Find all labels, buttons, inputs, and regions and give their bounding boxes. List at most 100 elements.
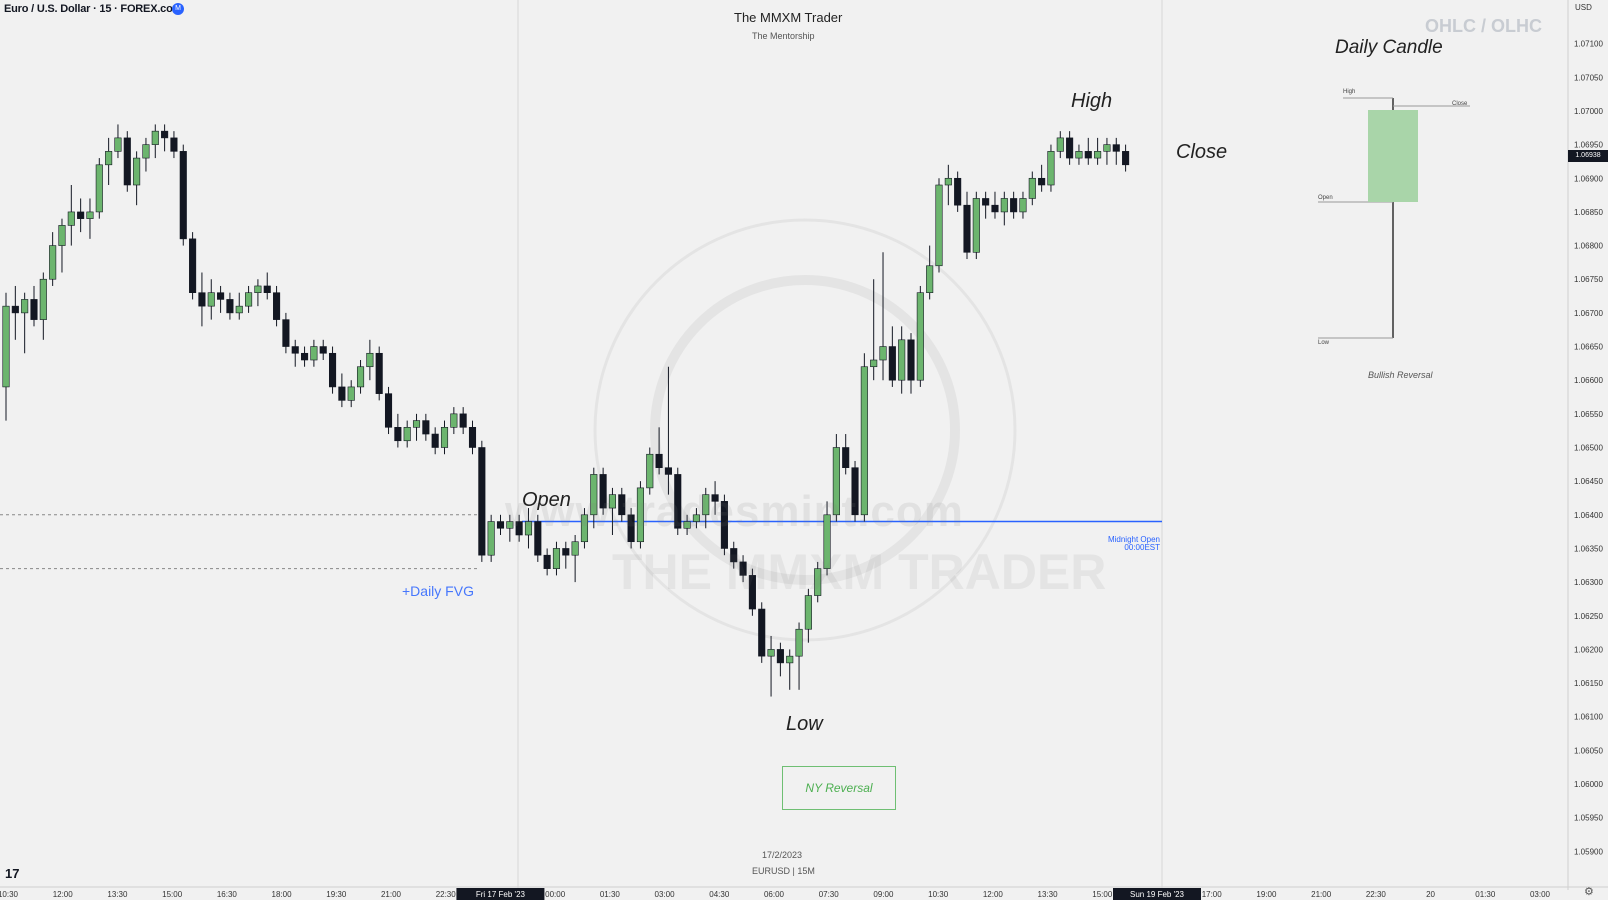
x-tick-label: 10:30 xyxy=(0,890,19,899)
candle-body xyxy=(245,292,253,307)
watermark-emblem xyxy=(593,218,1017,642)
candle-body xyxy=(1122,151,1130,166)
candle-body xyxy=(133,157,141,186)
candle-body xyxy=(189,238,197,293)
candle-body xyxy=(1038,177,1046,186)
candle-body xyxy=(823,514,831,569)
ohlc-olhc-title: OHLC / OLHC xyxy=(1425,16,1542,36)
x-tick-label: 20 xyxy=(1426,890,1435,899)
watermark-url: www.tradesmint.com xyxy=(505,487,964,536)
x-tick-label: 22:30 xyxy=(1366,890,1387,899)
candle-body xyxy=(1084,151,1092,159)
brand-title: The MMXM Trader xyxy=(734,10,843,25)
market-status-icon[interactable]: M xyxy=(172,3,184,15)
candle-body xyxy=(440,427,449,448)
candle-body xyxy=(702,494,710,516)
candle-body xyxy=(487,521,495,556)
candle-body xyxy=(338,386,346,401)
y-tick-label: 1.06500 xyxy=(1574,444,1603,453)
candle-body xyxy=(590,474,598,516)
ny-reversal-box: NY Reversal xyxy=(782,766,896,810)
x-tick-label: 18:00 xyxy=(272,890,293,899)
midnight-open-text: Midnight Open xyxy=(1107,535,1160,544)
candle-body xyxy=(720,501,728,549)
x-tick-label: 16:30 xyxy=(217,890,238,899)
candle-body xyxy=(170,137,178,152)
candle-body xyxy=(674,474,682,529)
candle-body xyxy=(888,346,896,381)
y-tick-label: 1.06250 xyxy=(1574,612,1603,621)
midnight-open-label: Midnight Open 00:00EST xyxy=(1100,536,1160,552)
y-tick-label: 1.06900 xyxy=(1574,174,1603,183)
candle-body xyxy=(21,299,29,314)
x-tick-label: Fri 17 Feb '23 xyxy=(476,890,526,899)
candle-body xyxy=(1010,198,1018,213)
candle-body xyxy=(179,151,187,240)
candle-body xyxy=(291,346,299,354)
candle-body xyxy=(898,339,906,381)
candle-body xyxy=(963,204,971,253)
y-tick-label: 1.06200 xyxy=(1574,645,1603,654)
candle-body xyxy=(86,211,94,219)
x-tick-label: 19:00 xyxy=(1256,890,1277,899)
candle-body xyxy=(954,177,962,206)
candle-body xyxy=(310,346,318,361)
y-tick-label: 1.07050 xyxy=(1574,73,1603,82)
currency-selector[interactable]: USD xyxy=(1575,3,1592,12)
candle-body xyxy=(254,285,262,293)
candle-body xyxy=(879,346,887,361)
y-tick-label: 1.06950 xyxy=(1574,141,1603,150)
candle-body xyxy=(403,427,411,442)
candle-body xyxy=(328,352,337,388)
tradingview-logo-icon[interactable]: 17 xyxy=(5,866,20,881)
candle-body xyxy=(478,447,486,556)
daily-candle-low-label: Low xyxy=(1318,340,1330,346)
midnight-open-time: 00:00EST xyxy=(1124,543,1160,552)
settings-gear-icon[interactable]: ⚙ xyxy=(1584,886,1594,898)
candle-body xyxy=(1047,151,1055,186)
candle-body xyxy=(39,278,47,320)
candle-body xyxy=(394,427,402,442)
candle-body xyxy=(263,285,271,293)
candle-body xyxy=(711,494,719,502)
candle-body xyxy=(301,352,309,361)
symbol-title[interactable]: Euro / U.S. Dollar · 15 · FOREX.com xyxy=(4,3,183,15)
x-tick-label: 22:30 xyxy=(436,890,457,899)
candle-body xyxy=(832,447,840,516)
candle-body xyxy=(412,420,421,428)
candle-body xyxy=(356,366,365,388)
candle-body xyxy=(552,548,561,569)
candle-body xyxy=(608,494,617,509)
candle-body xyxy=(562,548,570,556)
candle-body xyxy=(67,211,75,226)
candle-body xyxy=(1066,137,1074,159)
candle-body xyxy=(273,292,281,320)
candle-body xyxy=(515,521,523,536)
candle-body xyxy=(1028,177,1036,199)
daily-candle-high-label: High xyxy=(1343,89,1356,95)
y-tick-label: 1.06050 xyxy=(1574,746,1603,755)
candle-body xyxy=(767,649,775,657)
candle-body xyxy=(683,521,691,529)
x-tick-label: 01:30 xyxy=(600,890,621,899)
daily-candle-body xyxy=(1368,110,1418,202)
candle-body xyxy=(496,521,505,529)
x-tick-label: 12:00 xyxy=(53,890,74,899)
candle-body xyxy=(543,554,551,569)
y-tick-label: 1.06650 xyxy=(1574,343,1603,352)
candle-body xyxy=(804,595,812,630)
candle-body xyxy=(1094,151,1102,159)
candle-body xyxy=(860,366,868,516)
candle-body xyxy=(95,164,103,213)
daily-candle-title: Daily Candle xyxy=(1335,37,1443,58)
close-annotation: Close xyxy=(1176,141,1228,163)
footer-date: 17/2/2023 xyxy=(762,850,803,860)
candle-body xyxy=(916,292,924,381)
candle-body xyxy=(282,319,290,347)
candle-body xyxy=(105,151,113,166)
candle-body xyxy=(599,474,607,509)
x-tick-label: 09:00 xyxy=(873,890,894,899)
candle-body xyxy=(534,521,542,556)
candle-body xyxy=(506,521,514,529)
